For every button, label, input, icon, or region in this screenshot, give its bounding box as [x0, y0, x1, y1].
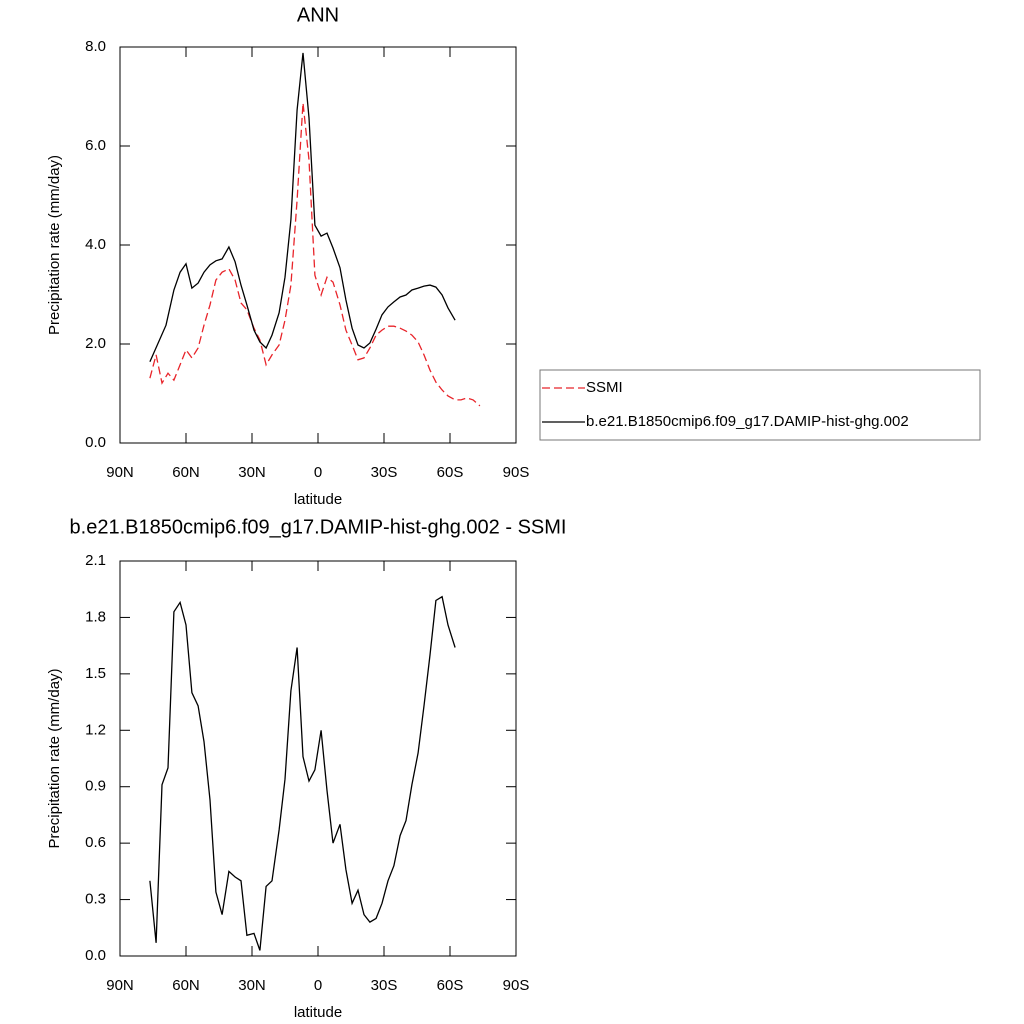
- legend-box: [539, 369, 981, 441]
- plot-frame: [119, 560, 517, 957]
- y-axis-label: Precipitation rate (mm/day): [46, 668, 63, 848]
- x-tick-label: 90S: [503, 977, 530, 994]
- x-tick-label: 60S: [437, 464, 464, 481]
- x-tick-label: 60N: [172, 977, 200, 994]
- y-tick-label: 0.3: [85, 891, 106, 908]
- x-tick-label: 30N: [238, 464, 266, 481]
- legend-label: SSMI: [586, 379, 623, 396]
- x-tick-label: 60S: [437, 977, 464, 994]
- data-line: [149, 595, 456, 951]
- plot-frame: [119, 46, 517, 444]
- chart-title: ANN: [297, 4, 339, 26]
- x-axis-label: latitude: [294, 491, 342, 508]
- x-tick-label: 0: [314, 464, 322, 481]
- x-tick-label: 0: [314, 977, 322, 994]
- x-tick-label: 90N: [106, 464, 134, 481]
- y-tick-label: 0.0: [85, 434, 106, 451]
- x-tick-label: 60N: [172, 464, 200, 481]
- y-tick-label: 0.9: [85, 778, 106, 795]
- data-line: [149, 102, 481, 407]
- y-tick-label: 8.0: [85, 38, 106, 55]
- y-tick-label: 0.6: [85, 834, 106, 851]
- x-axis-label: latitude: [294, 1004, 342, 1021]
- chart-title: b.e21.B1850cmip6.f09_g17.DAMIP-hist-ghg.…: [70, 516, 567, 538]
- y-tick-label: 6.0: [85, 137, 106, 154]
- x-tick-label: 90S: [503, 464, 530, 481]
- x-tick-label: 30S: [371, 464, 398, 481]
- y-tick-label: 1.5: [85, 665, 106, 682]
- x-tick-label: 30S: [371, 977, 398, 994]
- y-tick-label: 1.2: [85, 721, 106, 738]
- y-tick-label: 1.8: [85, 608, 106, 625]
- y-tick-label: 2.1: [85, 552, 106, 569]
- y-tick-label: 0.0: [85, 947, 106, 964]
- legend-label: b.e21.B1850cmip6.f09_g17.DAMIP-hist-ghg.…: [586, 413, 909, 430]
- y-tick-label: 4.0: [85, 236, 106, 253]
- data-line: [149, 52, 456, 363]
- y-tick-label: 2.0: [85, 335, 106, 352]
- x-tick-label: 90N: [106, 977, 134, 994]
- y-axis-label: Precipitation rate (mm/day): [46, 155, 63, 335]
- x-tick-label: 30N: [238, 977, 266, 994]
